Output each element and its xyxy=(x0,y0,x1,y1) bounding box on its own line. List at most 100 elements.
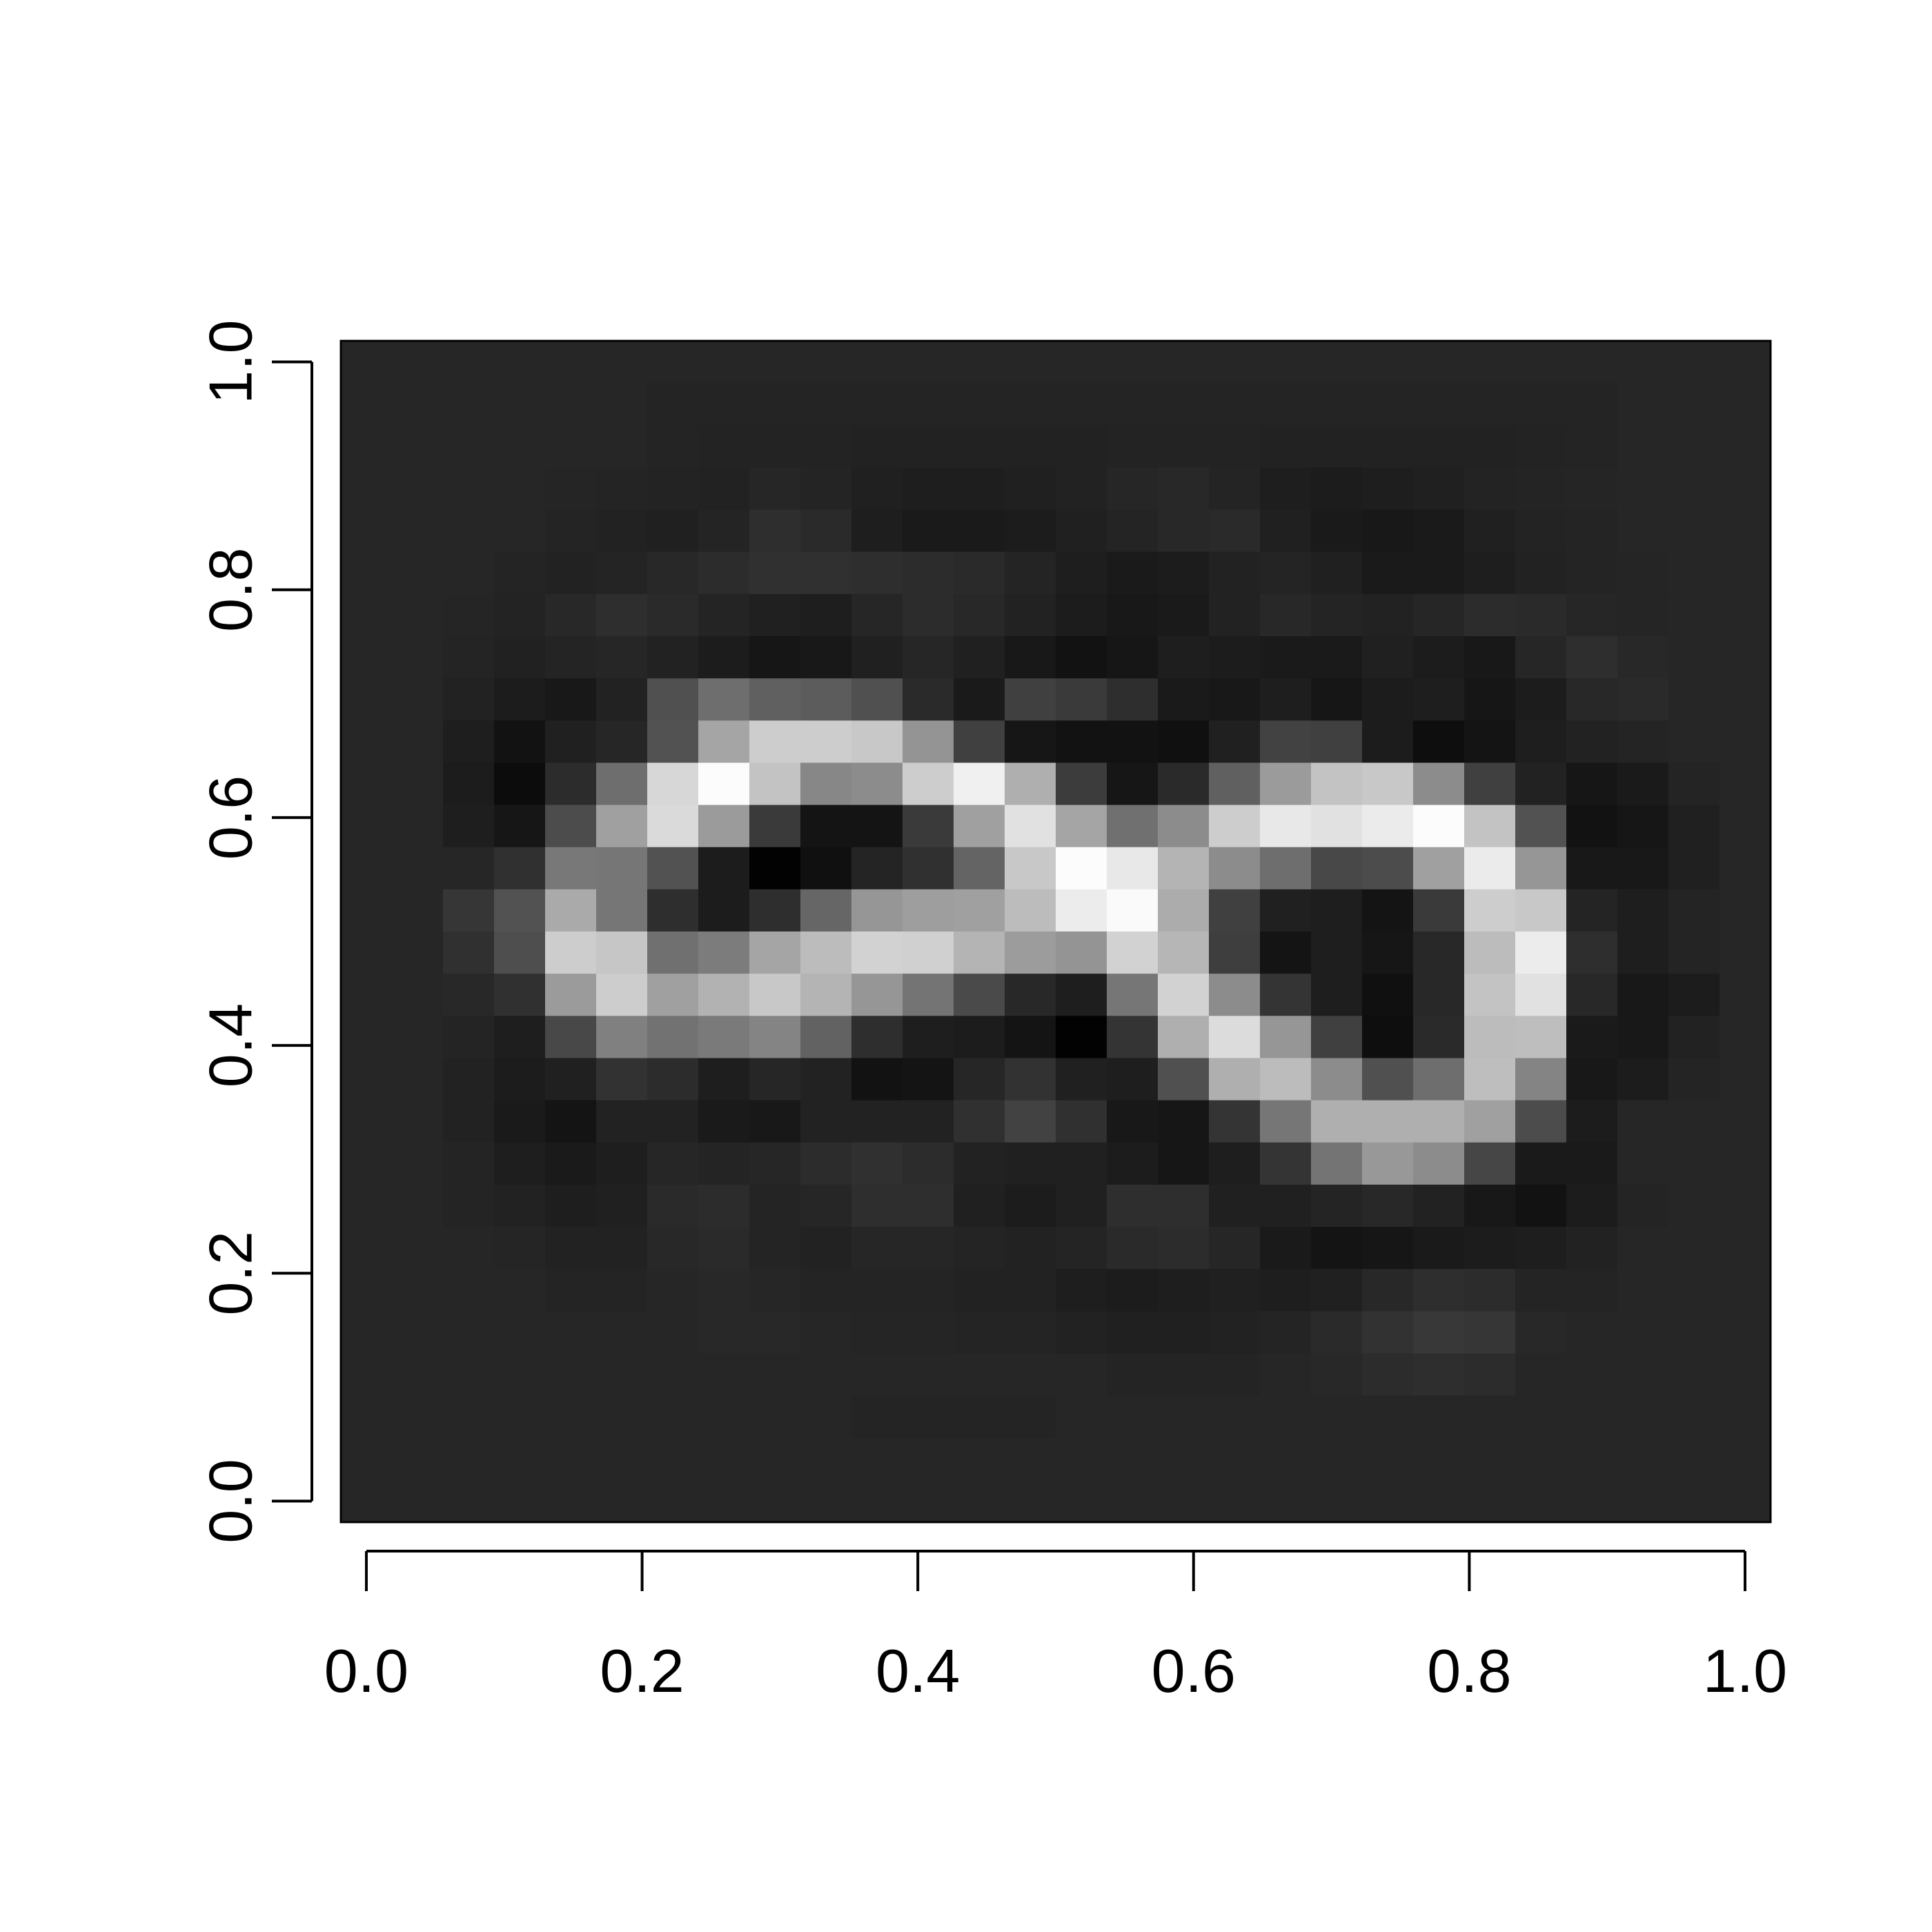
heatmap-cell xyxy=(596,805,648,848)
heatmap-cell xyxy=(800,805,852,848)
heatmap-cell xyxy=(698,1479,750,1523)
heatmap-cell xyxy=(1515,1311,1567,1354)
heatmap-cell xyxy=(545,1016,597,1059)
heatmap-cell xyxy=(392,1269,444,1312)
heatmap-cell xyxy=(596,1184,648,1228)
heatmap-cell xyxy=(954,509,1005,553)
heatmap-cell xyxy=(596,341,648,384)
heatmap-cell xyxy=(1617,636,1669,679)
heatmap-cell xyxy=(1158,383,1210,426)
heatmap-cell xyxy=(1413,383,1465,426)
heatmap-cell xyxy=(851,636,903,679)
heatmap-cell xyxy=(851,720,903,764)
heatmap-cell xyxy=(1668,1142,1720,1185)
heatmap-cell xyxy=(1413,1142,1465,1185)
heatmap-cell xyxy=(1260,1058,1312,1101)
heatmap-cell xyxy=(851,551,903,595)
heatmap-cell xyxy=(1311,593,1363,637)
heatmap-cell xyxy=(392,1311,444,1354)
x-tick-label: 0.2 xyxy=(600,1637,684,1705)
heatmap-cell xyxy=(647,467,699,511)
heatmap-cell xyxy=(392,1227,444,1270)
heatmap-cell xyxy=(341,974,393,1016)
heatmap-cell xyxy=(596,593,648,637)
heatmap-cell xyxy=(954,974,1005,1016)
heatmap-cell xyxy=(1209,1184,1261,1228)
heatmap-cell xyxy=(903,1227,954,1270)
heatmap-cell xyxy=(800,1311,852,1354)
heatmap-cell xyxy=(545,1479,597,1523)
heatmap-cell xyxy=(494,678,546,721)
heatmap-cell xyxy=(545,509,597,553)
heatmap-cell xyxy=(851,1395,903,1439)
heatmap-cell xyxy=(341,509,393,553)
heatmap-cell xyxy=(341,1100,393,1143)
heatmap-cell xyxy=(494,467,546,511)
heatmap-cell xyxy=(1617,1016,1669,1059)
heatmap-cell xyxy=(954,931,1005,974)
heatmap-cell xyxy=(1617,678,1669,721)
heatmap-cell xyxy=(851,889,903,932)
heatmap-cell xyxy=(749,1353,801,1397)
heatmap-cell xyxy=(1209,1353,1261,1397)
heatmap-cell xyxy=(392,1184,444,1228)
heatmap-cell xyxy=(1719,805,1771,848)
heatmap-cell xyxy=(1260,847,1312,890)
heatmap-cell xyxy=(749,1016,801,1059)
heatmap-cell xyxy=(851,1353,903,1397)
heatmap-cell xyxy=(1464,1395,1516,1439)
heatmap-cell xyxy=(1311,762,1363,806)
heatmap-cell xyxy=(1668,1058,1720,1101)
heatmap-cell xyxy=(341,1227,393,1270)
heatmap-cell xyxy=(1515,931,1567,974)
heatmap-cell xyxy=(1158,593,1210,637)
heatmap-cell xyxy=(1209,805,1261,848)
heatmap-cell xyxy=(1464,720,1516,764)
y-tick-label: 0.2 xyxy=(197,1231,265,1315)
heatmap-cell xyxy=(954,383,1005,426)
heatmap-cell xyxy=(341,593,393,637)
heatmap-cell xyxy=(1005,383,1056,426)
heatmap-cell xyxy=(1464,889,1516,932)
heatmap-cell xyxy=(1617,383,1669,426)
heatmap-cell xyxy=(749,593,801,637)
heatmap-cell xyxy=(1311,1100,1363,1143)
heatmap-cell xyxy=(903,1269,954,1312)
heatmap-cell xyxy=(1005,1184,1056,1228)
heatmap-cell xyxy=(1005,551,1056,595)
heatmap-cell xyxy=(1464,1311,1516,1354)
heatmap-cell xyxy=(1668,467,1720,511)
heatmap-cell xyxy=(1515,889,1567,932)
heatmap-cell xyxy=(1311,1269,1363,1312)
heatmap-cell xyxy=(1311,1353,1363,1397)
heatmap-cell xyxy=(1515,847,1567,890)
heatmap-cell xyxy=(1515,720,1567,764)
heatmap-cell xyxy=(1515,425,1567,469)
heatmap-cell xyxy=(1413,889,1465,932)
heatmap-cell xyxy=(647,341,699,384)
x-axis: 0.0 0.2 0.4 0.6 0.8 1.0 xyxy=(324,1550,1787,1705)
heatmap-cell xyxy=(545,1184,597,1228)
heatmap-cell xyxy=(1668,425,1720,469)
heatmap-cell xyxy=(1362,720,1414,764)
heatmap-cell xyxy=(1005,1142,1056,1185)
heatmap-cell xyxy=(1056,889,1107,932)
heatmap-cell xyxy=(954,341,1005,384)
heatmap-cell xyxy=(1617,847,1669,890)
heatmap-cell xyxy=(749,889,801,932)
heatmap-cell xyxy=(954,762,1005,806)
heatmap-cell xyxy=(1056,341,1107,384)
heatmap-cell xyxy=(1107,1479,1159,1523)
heatmap-cell xyxy=(749,805,801,848)
heatmap-cell xyxy=(647,636,699,679)
heatmap-cell xyxy=(545,974,597,1016)
heatmap-cell xyxy=(1107,383,1159,426)
heatmap-cell xyxy=(341,1016,393,1059)
heatmap-cell xyxy=(698,636,750,679)
heatmap-cell xyxy=(1158,931,1210,974)
heatmap-cell xyxy=(954,1269,1005,1312)
heatmap-cell xyxy=(1566,509,1618,553)
heatmap-cell xyxy=(851,467,903,511)
heatmap-cell xyxy=(494,1437,546,1481)
heatmap-cell xyxy=(1311,720,1363,764)
